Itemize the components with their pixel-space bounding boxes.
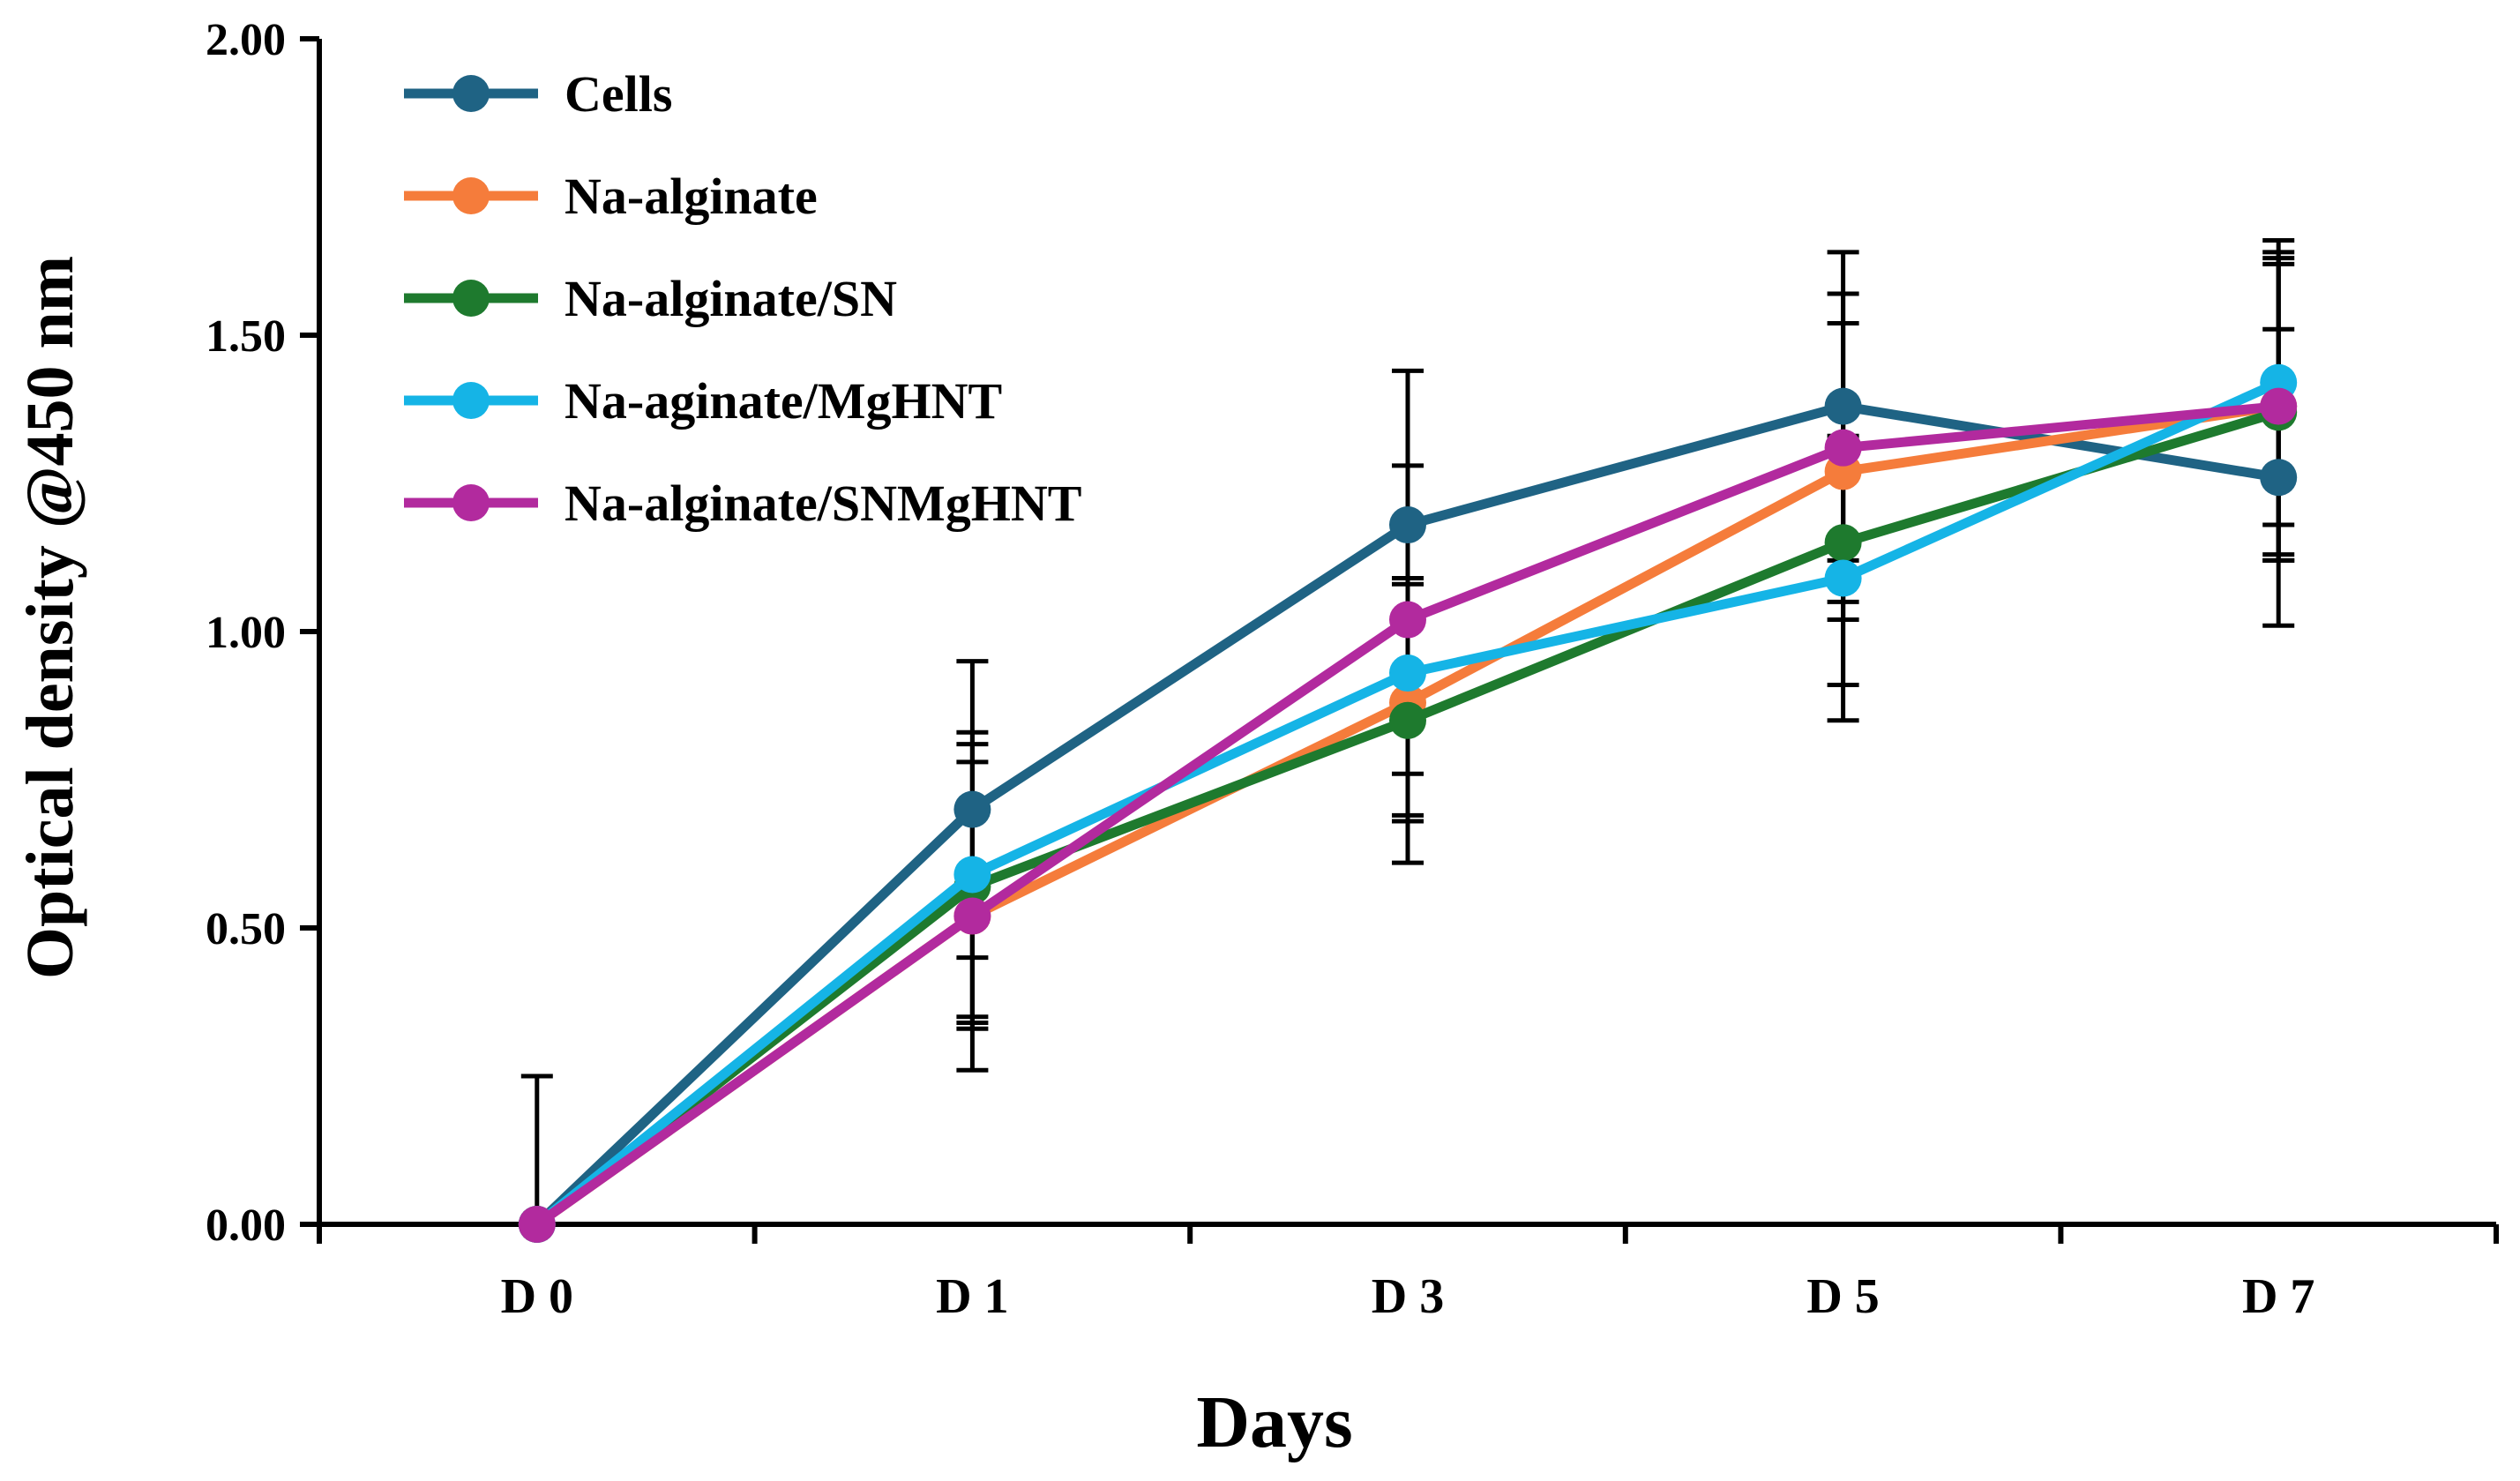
- legend-swatch-marker: [452, 177, 490, 214]
- legend-label: Na-alginate: [565, 168, 818, 225]
- x-tick-label: D 7: [2242, 1269, 2314, 1324]
- x-tick-label: D 5: [1806, 1269, 1879, 1324]
- data-point-na-alginate-sn: [1824, 524, 1862, 562]
- legend-label: Na-aginate/MgHNT: [565, 372, 1002, 430]
- legend-label: Na-alginate/SNMgHNT: [565, 475, 1081, 532]
- y-tick-label: 1.50: [206, 311, 286, 362]
- y-tick-label: 0.50: [206, 904, 286, 954]
- data-point-na-alginate-snmghnt: [953, 897, 991, 935]
- x-tick-label: D 3: [1372, 1269, 1444, 1324]
- data-point-na-alginate-snmghnt: [1389, 601, 1426, 639]
- data-point-cells: [1389, 506, 1426, 544]
- data-point-na-aginate-mghnt: [1824, 559, 1862, 597]
- data-point-na-alginate-sn: [1389, 701, 1426, 739]
- y-axis-title: Optical density @450 nm: [13, 256, 87, 979]
- series-lines: [518, 363, 2298, 1243]
- axes: 0.00 0.50 1.00 1.50 2.00 D 0 D 1 D 3 D 5 D 7: [206, 15, 2499, 1324]
- legend-swatch-marker: [452, 280, 490, 317]
- x-tick-label: D 1: [936, 1269, 1008, 1324]
- data-point-na-aginate-mghnt: [1389, 654, 1426, 692]
- y-tick-label: 0.00: [206, 1201, 286, 1251]
- legend-swatch-marker: [452, 484, 490, 521]
- y-tick-label: 1.00: [206, 608, 286, 658]
- data-point-cells: [953, 790, 991, 828]
- y-tick-label: 2.00: [206, 15, 286, 65]
- data-point-cells: [1824, 387, 1862, 425]
- data-point-na-alginate-snmghnt: [1824, 429, 1862, 467]
- data-point-cells: [2260, 459, 2298, 497]
- legend-label: Na-alginate/SN: [565, 270, 897, 327]
- x-tick-label: D 0: [501, 1269, 573, 1324]
- data-point-na-alginate-snmghnt: [2260, 387, 2298, 425]
- legend-swatch-marker: [452, 382, 490, 419]
- x-axis-title: Days: [1196, 1381, 1352, 1463]
- data-point-na-alginate-snmghnt: [518, 1206, 556, 1243]
- legend-swatch-marker: [452, 75, 490, 112]
- data-point-na-aginate-mghnt: [953, 856, 991, 894]
- legend: Cells Na-alginate Na-alginate/SN Na-aginate…: [404, 65, 1081, 532]
- legend-label: Cells: [565, 65, 672, 123]
